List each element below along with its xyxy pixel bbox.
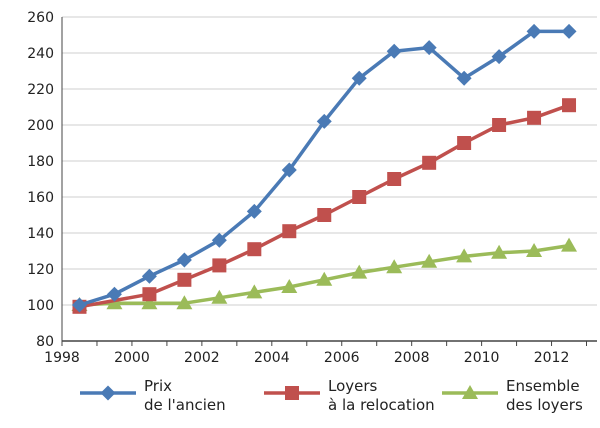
data-point [141,295,158,310]
data-point [421,253,438,268]
data-point [351,264,368,279]
x-tick-label: 2006 [324,350,360,366]
data-point [246,203,262,219]
legend-marker [462,385,478,399]
data-point [491,244,508,259]
series-1 [71,23,577,313]
data-point [561,23,577,39]
series-line [78,29,570,307]
data-point [212,258,227,273]
data-point [176,295,193,310]
y-tick-label: 260 [27,10,54,26]
data-point [456,248,473,263]
data-point [211,289,228,304]
y-tick-labels: 80 100 120 140 160 180 200 220 240 260 [27,10,54,350]
data-point [317,208,332,222]
series-group [71,23,578,314]
data-point [526,23,542,39]
x-tick-label: 2010 [464,350,500,366]
y-tick-label: 200 [27,118,54,134]
y-tick-label: 100 [27,298,54,314]
data-point [316,113,332,129]
data-point [176,252,192,268]
y-tick-label: 140 [27,226,54,242]
data-point [316,271,333,286]
legend-marker [285,386,299,400]
data-point [527,110,542,125]
data-point [562,98,577,113]
x-tick-label: 2012 [534,350,570,366]
x-tick-labels: 1998 2000 2002 2004 2006 2008 2010 2012 [44,350,569,366]
data-point [421,40,437,56]
data-point [246,284,263,299]
y-tick-label: 220 [27,82,54,98]
data-point [247,242,262,257]
data-point [106,286,122,302]
y-tick-label: 240 [27,46,54,62]
y-tick-label: 160 [27,190,54,206]
legend-label: Loyers [328,377,378,395]
data-point [422,155,437,170]
legend-marker [100,385,116,401]
x-tick-label: 1998 [44,350,80,366]
data-point [387,172,402,186]
data-point [281,279,298,293]
data-point [142,287,157,302]
data-point [386,259,403,274]
y-tick-label: 80 [36,334,54,350]
axes [61,17,597,346]
data-point [211,232,227,248]
legend-label: de l'ancien [144,396,226,414]
data-point [177,272,192,287]
legend-label: Prix [144,377,172,395]
y-tick-label: 180 [27,154,54,170]
data-point [457,136,472,150]
data-point [141,268,157,284]
x-tick-label: 2000 [114,350,150,366]
data-point [386,43,402,59]
data-point [492,118,507,132]
data-point [561,237,578,252]
data-point [281,162,297,178]
legend-label: à la relocation [328,396,435,414]
legend-label: des loyers [506,396,583,414]
y-tick-label: 120 [27,262,54,278]
data-point [456,70,472,86]
grid-lines [62,16,597,306]
data-point [351,70,367,86]
data-point [352,190,367,204]
data-point [526,243,543,257]
data-point [491,49,507,65]
x-tick-label: 2002 [184,350,220,366]
x-tick-label: 2004 [254,350,290,366]
data-point [71,297,87,313]
legend-label: Ensemble [506,377,580,395]
data-point [282,224,297,239]
x-tick-label: 2008 [394,350,430,366]
